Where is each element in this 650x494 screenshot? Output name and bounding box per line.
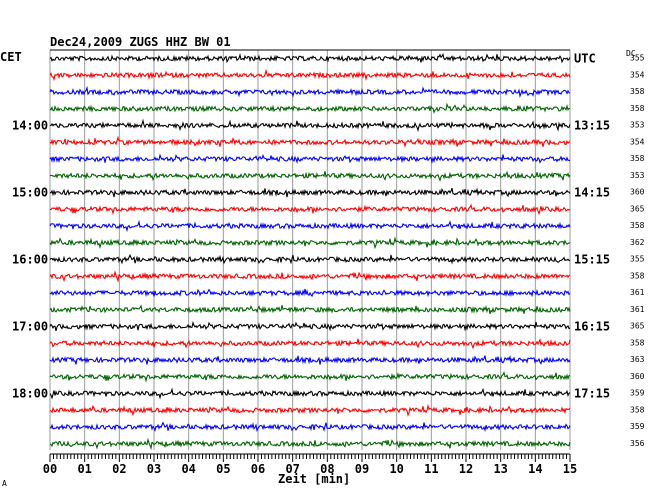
trace-row-12 xyxy=(49,253,571,265)
trace-row-1 xyxy=(49,68,571,82)
dc-value: 358 xyxy=(630,221,645,230)
trace-row-11 xyxy=(49,236,571,250)
traces xyxy=(49,52,571,451)
trace-row-14 xyxy=(49,288,571,298)
utc-time-label: 15:15 xyxy=(574,253,610,267)
cet-axis-label: CET xyxy=(0,50,22,64)
x-tick-label: 06 xyxy=(251,462,265,476)
utc-time-label: 14:15 xyxy=(574,186,610,200)
chart-title: Dec24,2009 ZUGS HHZ BW 01 xyxy=(50,35,231,49)
cet-time-label: 18:00 xyxy=(12,387,48,401)
dc-value: 359 xyxy=(630,422,645,431)
dc-value: 354 xyxy=(630,137,645,146)
dc-value: 360 xyxy=(630,372,645,381)
trace-row-4 xyxy=(49,118,571,133)
trace-row-6 xyxy=(49,153,571,165)
dc-value: 358 xyxy=(630,87,645,96)
dc-values: 355 354 358 358 353 354 358 353 360 365 358 362 355 3… xyxy=(630,54,645,448)
dc-value: 358 xyxy=(630,104,645,113)
dc-value: 361 xyxy=(630,305,645,314)
dc-label: DC xyxy=(626,49,636,58)
dc-value: 358 xyxy=(630,338,645,347)
utc-time-label: 13:15 xyxy=(574,119,610,133)
utc-time-label: UTC xyxy=(574,52,596,66)
dc-value: 353 xyxy=(630,121,645,130)
dc-value: 362 xyxy=(630,238,645,247)
footer-mark: A xyxy=(2,479,7,488)
dc-value: 361 xyxy=(630,288,645,297)
trace-row-21 xyxy=(49,403,571,417)
trace-row-20 xyxy=(49,387,571,400)
cet-time-label: 14:00 xyxy=(12,119,48,133)
x-tick-label: 11 xyxy=(424,462,438,476)
x-tick-label: 09 xyxy=(355,462,369,476)
trace-row-22 xyxy=(49,421,571,433)
trace-row-17 xyxy=(49,338,571,350)
x-axis: 00 01 02 03 04 05 06 07 08 09 10 11 12 13 14 15 xyxy=(43,453,577,476)
dc-value: 360 xyxy=(630,188,645,197)
dc-value: 353 xyxy=(630,171,645,180)
cet-time-label: 15:00 xyxy=(12,186,48,200)
x-tick-label: 13 xyxy=(493,462,507,476)
x-tick-label: 14 xyxy=(528,462,542,476)
x-tick-label: 15 xyxy=(563,462,577,476)
x-tick-label: 05 xyxy=(216,462,230,476)
dc-value: 354 xyxy=(630,70,645,79)
trace-row-2 xyxy=(49,85,571,98)
x-tick-label: 03 xyxy=(147,462,161,476)
trace-row-0 xyxy=(49,52,571,64)
trace-row-13 xyxy=(49,270,571,283)
dc-value: 358 xyxy=(630,405,645,414)
dc-value: 365 xyxy=(630,204,645,213)
trace-row-18 xyxy=(49,354,571,365)
trace-row-19 xyxy=(49,371,571,383)
dc-value: 355 xyxy=(630,54,645,63)
dc-value: 358 xyxy=(630,271,645,280)
x-tick-label: 01 xyxy=(77,462,91,476)
x-tick-label: 12 xyxy=(459,462,473,476)
trace-row-10 xyxy=(49,219,571,233)
trace-row-9 xyxy=(49,203,571,216)
trace-row-5 xyxy=(49,135,571,149)
cet-time-label: 17:00 xyxy=(12,320,48,334)
x-tick-label: 08 xyxy=(320,462,334,476)
dc-value: 359 xyxy=(630,389,645,398)
utc-time-label: 17:15 xyxy=(574,387,610,401)
trace-row-7 xyxy=(49,170,571,182)
cet-time-label: 16:00 xyxy=(12,253,48,267)
utc-time-label: 16:15 xyxy=(574,320,610,334)
x-tick-label: 00 xyxy=(43,462,57,476)
trace-row-3 xyxy=(49,102,571,114)
time-labels: 14:00 15:00 16:00 17:00 18:00 UTC 13:15 14:15 15… xyxy=(12,52,610,401)
x-tick-label: 02 xyxy=(112,462,126,476)
trace-row-8 xyxy=(49,187,571,198)
x-axis-label: Zeit [min] xyxy=(278,472,350,486)
x-tick-label: 04 xyxy=(181,462,195,476)
dc-value: 358 xyxy=(630,154,645,163)
trace-row-23 xyxy=(49,437,571,451)
dc-value: 356 xyxy=(630,439,645,448)
dc-value: 365 xyxy=(630,322,645,331)
dc-value: 363 xyxy=(630,355,645,364)
trace-row-16 xyxy=(49,320,571,332)
x-tick-label: 10 xyxy=(389,462,403,476)
dc-value: 355 xyxy=(630,255,645,264)
x-tick-label: 07 xyxy=(285,462,299,476)
trace-row-15 xyxy=(49,304,571,315)
grid-lines xyxy=(49,49,571,450)
